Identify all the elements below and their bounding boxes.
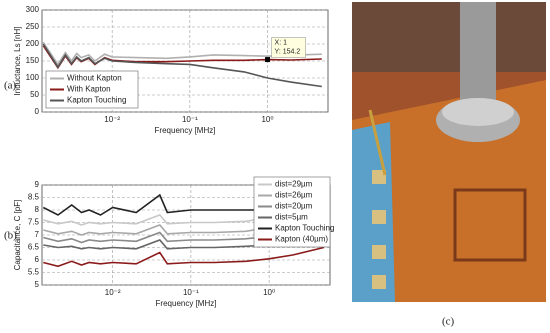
x-axis-label: Frequency [MHz] [155, 126, 216, 135]
panel-label: (c) [442, 316, 455, 328]
data-tip-text: X: 1 [275, 39, 288, 46]
y-axis-label: Inductance, Ls [nH] [13, 27, 22, 96]
legend-label: dist=5µm [275, 213, 308, 222]
x-tick-label: 10⁰ [263, 288, 275, 297]
y-tick-label: 9 [35, 180, 40, 189]
y-tick-label: 250 [26, 22, 40, 31]
y-tick-label: 150 [26, 56, 40, 65]
legend-label: Kapton (40µm) [275, 235, 328, 244]
y-tick-label: 300 [26, 5, 40, 14]
y-tick-label: 6.5 [28, 243, 40, 252]
legend-label: With Kapton [67, 85, 111, 94]
y-tick-label: 5.5 [28, 268, 40, 277]
legend-label: Kapton Touching [67, 96, 126, 105]
y-tick-label: 0 [35, 107, 40, 116]
panel-label: (a) [4, 80, 17, 92]
x-axis-label: Frequency [MHz] [156, 299, 217, 308]
y-tick-label: 100 [26, 73, 40, 82]
series-line [43, 246, 324, 268]
y-tick-label: 8 [35, 205, 40, 214]
panel-label: (b) [4, 230, 17, 242]
legend-label: dist=20µm [275, 202, 313, 211]
x-tick-label: 10⁰ [261, 115, 273, 124]
data-tip-text: Y: 154.2 [275, 48, 301, 55]
legend-box [253, 176, 331, 248]
y-tick-label: 50 [30, 90, 39, 99]
y-axis-label: Capacitance, C [pF] [13, 200, 22, 271]
legend-label: Kapton Touching [275, 224, 334, 233]
y-tick-label: 200 [26, 39, 40, 48]
x-tick-label: 10⁻¹ [183, 288, 199, 297]
series-line [42, 43, 322, 88]
x-tick-label: 10⁻² [105, 288, 121, 297]
x-tick-label: 10⁻¹ [182, 115, 198, 124]
legend-label: dist=29µm [275, 180, 313, 189]
y-tick-label: 7 [35, 230, 40, 239]
legend-label: Without Kapton [67, 74, 122, 83]
data-tip-marker [265, 57, 271, 63]
y-tick-label: 7.5 [28, 218, 40, 227]
x-tick-label: 10⁻² [104, 115, 120, 124]
photo [352, 2, 546, 302]
legend-label: dist=26µm [275, 191, 313, 200]
y-tick-label: 6 [35, 255, 40, 264]
series-line [42, 41, 322, 66]
y-tick-label: 5 [35, 280, 40, 289]
y-tick-label: 8.5 [28, 193, 40, 202]
data-tip [271, 37, 306, 58]
